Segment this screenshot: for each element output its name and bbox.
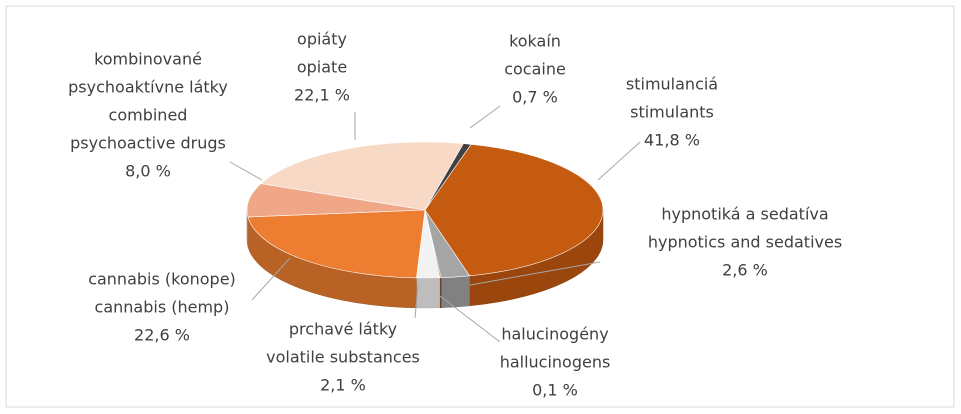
data-label: stimulanciá stimulants 41,8 % [626, 75, 718, 150]
slice [246, 183, 426, 218]
slice [424, 144, 604, 277]
leader-line [251, 257, 291, 301]
label-line: combined [109, 106, 188, 125]
leader-line [439, 295, 501, 343]
label-line: stimulants [630, 103, 714, 122]
leader-line [229, 161, 263, 181]
slice-side [440, 275, 470, 308]
label-line: kokaín [509, 32, 561, 51]
value-label: 8,0 % [125, 162, 171, 181]
label-line: psychoactive drugs [70, 134, 226, 153]
slice [424, 143, 472, 211]
slice [247, 209, 426, 279]
value-label: 0,1 % [532, 381, 578, 400]
label-line: hypnotics and sedatives [648, 233, 842, 252]
label-line: volatile substances [266, 348, 420, 367]
label-line: cannabis (konope) [88, 270, 236, 289]
value-label: 22,6 % [134, 326, 190, 345]
label-line: cocaine [504, 60, 566, 79]
data-label: halucinogény hallucinogens 0,1 % [500, 325, 611, 400]
value-label: 2,1 % [320, 376, 366, 395]
label-line: cannabis (hemp) [95, 298, 230, 317]
data-label: kombinované psychoaktívne látky combined ps… [68, 50, 228, 181]
leader-line [469, 261, 601, 286]
label-line: hallucinogens [500, 353, 611, 372]
leader-line [597, 141, 641, 181]
label-line: opiate [297, 58, 347, 77]
value-label: 0,7 % [512, 88, 558, 107]
leader-line [414, 284, 419, 319]
data-label: opiáty opiate 22,1 % [294, 30, 350, 105]
data-label: kokaín cocaine 0,7 % [504, 32, 566, 107]
label-line: prchavé látky [289, 320, 397, 339]
value-label: 22,1 % [294, 86, 350, 105]
label-line: opiáty [297, 30, 347, 49]
slice [260, 141, 464, 211]
value-label: 2,6 % [722, 261, 768, 280]
value-label: 41,8 % [644, 131, 700, 150]
label-line: halucinogény [501, 325, 608, 344]
label-line: stimulanciá [626, 75, 718, 94]
label-line: kombinované [94, 50, 202, 69]
leader-line [469, 105, 501, 129]
slice-side [416, 277, 441, 309]
data-label: hypnotiká a sedatíva hypnotics and sedati… [648, 205, 842, 280]
data-label: cannabis (konope) cannabis (hemp) 22,6 % [88, 270, 236, 345]
data-label: prchavé látky volatile substances 2,1 % [266, 320, 420, 395]
label-line: hypnotiká a sedatíva [661, 205, 828, 224]
label-line: psychoaktívne látky [68, 78, 228, 97]
